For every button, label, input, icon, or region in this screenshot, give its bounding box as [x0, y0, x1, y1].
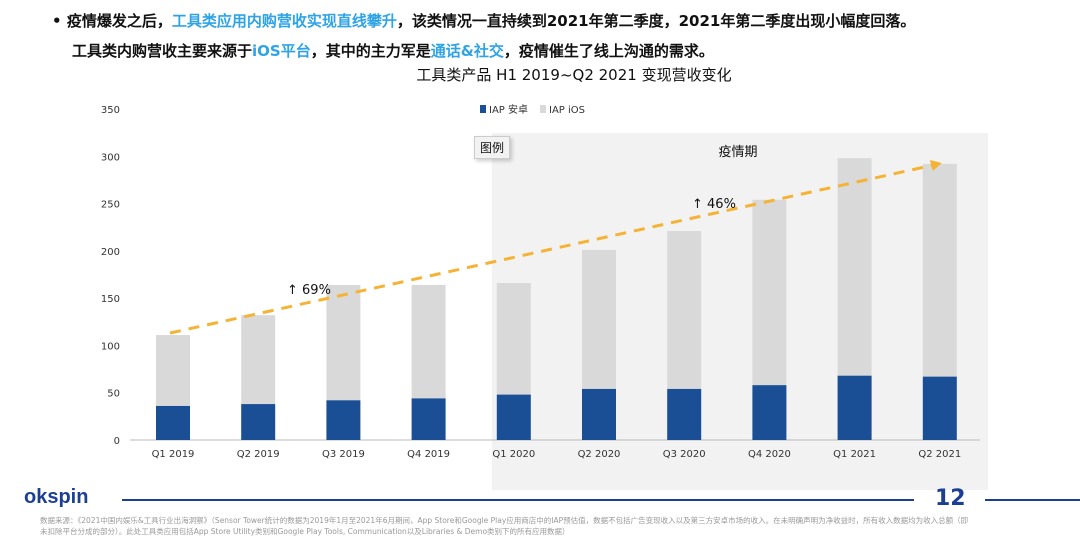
text-segment: 工具类内购营收主要来源于	[72, 42, 253, 60]
text-segment: ，疫情催生了线上沟通的需求。	[503, 42, 714, 60]
summary-text: • 疫情爆发之后，工具类应用内购营收实现直线攀升，该类情况一直持续到2021年第…	[52, 6, 915, 66]
x-tick-label: Q2 2021	[918, 449, 961, 460]
y-tick-label: 50	[107, 389, 120, 400]
bar-android	[752, 385, 787, 440]
x-tick-label: Q1 2019	[152, 449, 195, 460]
x-tick-label: Q1 2020	[492, 449, 535, 460]
okspin-logo: okspin	[24, 486, 89, 508]
bar-android	[667, 388, 702, 440]
trend-arrow-line	[169, 163, 935, 335]
x-tick-label: Q4 2020	[748, 449, 791, 460]
text-segment: 疫情爆发之后，	[66, 12, 172, 30]
bar-android	[582, 388, 616, 440]
highlight-text: iOS平台	[252, 42, 311, 60]
y-tick-label: 250	[101, 200, 120, 211]
x-tick-label: Q4 2019	[407, 449, 450, 460]
y-tick-label: 300	[101, 152, 120, 163]
growth-annotation: ↑ 46%	[692, 197, 736, 212]
bar-ios	[752, 199, 787, 386]
bar-ios	[411, 284, 446, 399]
bar-ios	[156, 335, 190, 406]
bar-android	[837, 375, 872, 440]
legend-label: IAP iOS	[549, 105, 585, 116]
pandemic-label: 疫情期	[718, 144, 757, 160]
x-tick-label: Q3 2019	[322, 449, 365, 460]
x-tick-label: Q1 2021	[833, 449, 876, 460]
bullet-line-2: 工具类内购营收主要来源于iOS平台，其中的主力军是通话&社交，疫情催生了线上沟通…	[52, 36, 915, 66]
bar-android	[156, 405, 190, 440]
trend-arrow-head	[929, 160, 942, 171]
bar-ios	[241, 315, 276, 405]
highlight-text: 工具类应用内购营收实现直线攀升	[171, 12, 397, 30]
bar-ios	[837, 158, 872, 376]
legend-swatch	[480, 105, 486, 113]
bar-ios	[922, 163, 957, 377]
footer-divider-right	[985, 499, 1080, 501]
text-segment: ，该类情况一直持续到2021年第二季度，2021年第二季度出现小幅度回落。	[396, 12, 916, 30]
bar-android	[326, 400, 361, 440]
bullet-line-1: • 疫情爆发之后，工具类应用内购营收实现直线攀升，该类情况一直持续到2021年第…	[52, 12, 916, 30]
pandemic-region	[491, 133, 988, 490]
bar-android	[496, 394, 531, 440]
x-tick-label: Q2 2019	[237, 449, 280, 460]
y-tick-label: 150	[101, 294, 120, 305]
bar-android	[241, 404, 276, 440]
source-note: 数据来源：《2021中国内娱乐&工具行业出海洞察》（Sensor Tower统计…	[40, 516, 969, 536]
bar-android	[411, 398, 446, 440]
footer-divider	[122, 499, 914, 501]
highlight-text: 通话&社交	[430, 42, 504, 60]
bar-ios	[326, 284, 361, 401]
legend-button[interactable]: 图例	[474, 136, 511, 159]
bar-ios	[667, 230, 702, 389]
growth-annotation: ↑ 69%	[287, 283, 331, 298]
bar-android	[922, 376, 957, 440]
bar-ios	[496, 283, 531, 395]
y-tick-label: 0	[114, 436, 120, 447]
page-number: 12	[935, 486, 966, 511]
bar-ios	[582, 249, 616, 389]
y-tick-label: 350	[101, 105, 120, 116]
legend-swatch	[540, 105, 546, 113]
legend-label: IAP 安卓	[489, 103, 528, 116]
x-tick-label: Q2 2020	[578, 449, 621, 460]
chart-title: 工具类产品 H1 2019~Q2 2021 变现营收变化	[416, 66, 731, 84]
y-tick-label: 100	[101, 341, 120, 352]
y-tick-label: 200	[101, 247, 120, 258]
x-tick-label: Q3 2020	[663, 449, 706, 460]
text-segment: ，其中的主力军是	[310, 42, 431, 60]
